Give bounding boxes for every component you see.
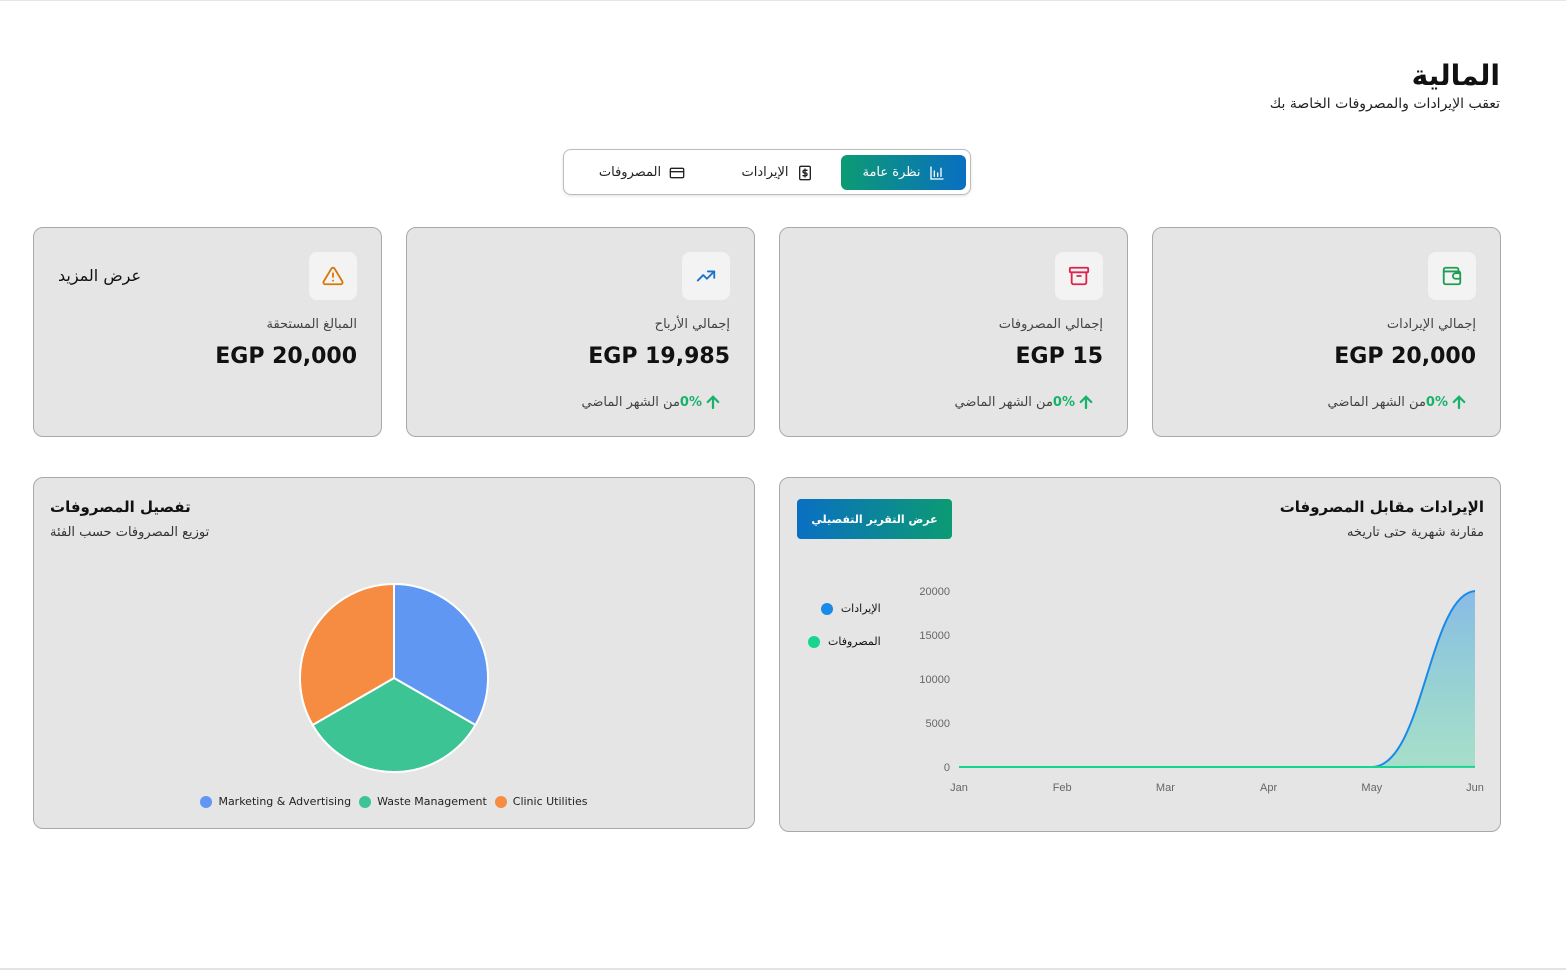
archive-icon [1068, 266, 1090, 286]
legend-dot [808, 635, 820, 648]
legend-dot [359, 795, 372, 808]
view-more-link[interactable]: عرض المزيد [58, 266, 142, 285]
stat-change-pct: 0% [1425, 394, 1448, 410]
stat-icon-box [682, 252, 730, 300]
detailed-report-button[interactable]: عرض التقرير التفصيلي [797, 499, 952, 539]
stat-card-total-revenue: إجمالي الإيرادات EGP 20,000 0% من الشهر … [1152, 227, 1501, 437]
stat-value: EGP 15 [1015, 344, 1103, 369]
finance-tabs: نظرة عامة الإيرادات المصروفات [563, 149, 971, 195]
stat-change-pct: 0% [679, 394, 702, 410]
legend-item[interactable]: Clinic Utilities [494, 795, 588, 808]
y-tick-label: 5000 [926, 718, 950, 730]
legend-item[interactable]: المصروفات [808, 625, 881, 658]
area-chart-legend: الإيرادات المصروفات [808, 592, 881, 658]
wallet-icon [1442, 266, 1462, 286]
credit-card-icon [669, 167, 685, 178]
panel-subtitle: مقارنة شهرية حتى تاريخه [1346, 525, 1484, 540]
trending-up-icon [696, 270, 716, 282]
legend-label: Clinic Utilities [512, 795, 588, 808]
warning-icon [322, 266, 344, 286]
x-tick-label: Mar [1156, 782, 1175, 794]
stat-card-total-profit: إجمالي الأرباح EGP 19,985 0% من الشهر ال… [406, 227, 755, 437]
pie-slice-marketing [393, 582, 489, 727]
stat-change: 0% من الشهر الماضي [955, 393, 1095, 411]
x-tick-label: Jun [1466, 782, 1484, 794]
stat-change-text: من الشهر الماضي [581, 394, 680, 410]
stat-change: 0% من الشهر الماضي [582, 393, 722, 411]
pie-slice-waste-management [311, 676, 477, 773]
bottom-border [0, 968, 1566, 970]
arrow-up-icon [706, 395, 720, 410]
x-tick-label: Jan [950, 782, 968, 794]
page-title: المالية [1411, 59, 1500, 92]
panel-subtitle: توزيع المصروفات حسب الفئة [50, 525, 210, 540]
stat-change: 0% من الشهر الماضي [1328, 393, 1468, 411]
stat-label: إجمالي المصروفات [998, 317, 1103, 332]
legend-label: Marketing & Advertising [218, 795, 352, 808]
stat-label: إجمالي الإيرادات [1386, 317, 1476, 332]
arrow-up-icon [1452, 395, 1466, 410]
stat-value: EGP 20,000 [215, 344, 357, 369]
x-tick-label: Apr [1260, 782, 1277, 794]
legend-item[interactable]: Waste Management [359, 795, 487, 808]
tab-overview[interactable]: نظرة عامة [841, 155, 966, 190]
x-tick-label: Feb [1053, 782, 1072, 794]
stat-label: إجمالي الأرباح [654, 317, 730, 332]
stat-change-pct: 0% [1052, 394, 1075, 410]
tab-revenue[interactable]: الإيرادات [722, 155, 832, 190]
chart-icon [929, 165, 944, 180]
legend-label: Waste Management [377, 795, 487, 808]
stat-icon-box [1428, 252, 1476, 300]
page-header: المالية تعقب الإيرادات والمصروفات الخاصة… [1270, 58, 1500, 112]
stat-change-text: من الشهر الماضي [1327, 394, 1426, 410]
stat-label: المبالغ المستحقة [266, 317, 357, 332]
pie-legend: Marketing & Advertising Waste Management… [34, 795, 754, 808]
stat-card-total-expenses: إجمالي المصروفات EGP 15 0% من الشهر الما… [779, 227, 1128, 437]
panel-title: تفصيل المصروفات [50, 498, 191, 516]
y-tick-label: 20000 [919, 586, 950, 598]
stat-card-outstanding: عرض المزيد المبالغ المستحقة EGP 20,000 [33, 227, 382, 437]
legend-dot [820, 602, 833, 615]
y-tick-label: 10000 [919, 674, 950, 686]
revenue-series-line [958, 590, 1476, 768]
page-subtitle: تعقب الإيرادات والمصروفات الخاصة بك [1269, 96, 1500, 112]
dollar-icon [798, 165, 811, 180]
legend-label: المصروفات [828, 635, 881, 648]
stat-icon-box [309, 252, 357, 300]
stat-icon-box [1055, 252, 1103, 300]
panel-title: الإيرادات مقابل المصروفات [1279, 498, 1484, 516]
revenue-area-fill [959, 591, 1475, 767]
legend-dot [200, 795, 213, 808]
stat-change-text: من الشهر الماضي [954, 394, 1053, 410]
expense-breakdown-panel: تفصيل المصروفات توزيع المصروفات حسب الفئ… [33, 477, 755, 829]
legend-label: الإيرادات [840, 602, 881, 615]
y-tick-label: 0 [944, 762, 950, 774]
stat-value: EGP 19,985 [588, 344, 730, 369]
arrow-up-icon [1079, 395, 1093, 410]
legend-item[interactable]: Marketing & Advertising [200, 795, 351, 808]
y-tick-label: 15000 [919, 630, 950, 642]
tab-expenses-label: المصروفات [598, 165, 662, 180]
stat-value: EGP 20,000 [1334, 344, 1476, 369]
legend-dot [494, 795, 507, 808]
revenue-expense-area-chart: 0 5000 10000 15000 20000 Jan Feb Mar Apr May Jun [919, 586, 1484, 794]
x-tick-label: May [1361, 782, 1382, 794]
tab-revenue-label: الإيرادات [741, 165, 789, 180]
expense-pie-chart [299, 582, 489, 773]
tab-overview-label: نظرة عامة [862, 165, 921, 180]
legend-item[interactable]: الإيرادات [808, 592, 881, 625]
tab-expenses[interactable]: المصروفات [582, 155, 702, 190]
top-border [0, 0, 1566, 1]
pie-slice-clinic-utilities [299, 582, 395, 727]
revenue-vs-expenses-panel: الإيرادات مقابل المصروفات مقارنة شهرية ح… [779, 477, 1501, 832]
